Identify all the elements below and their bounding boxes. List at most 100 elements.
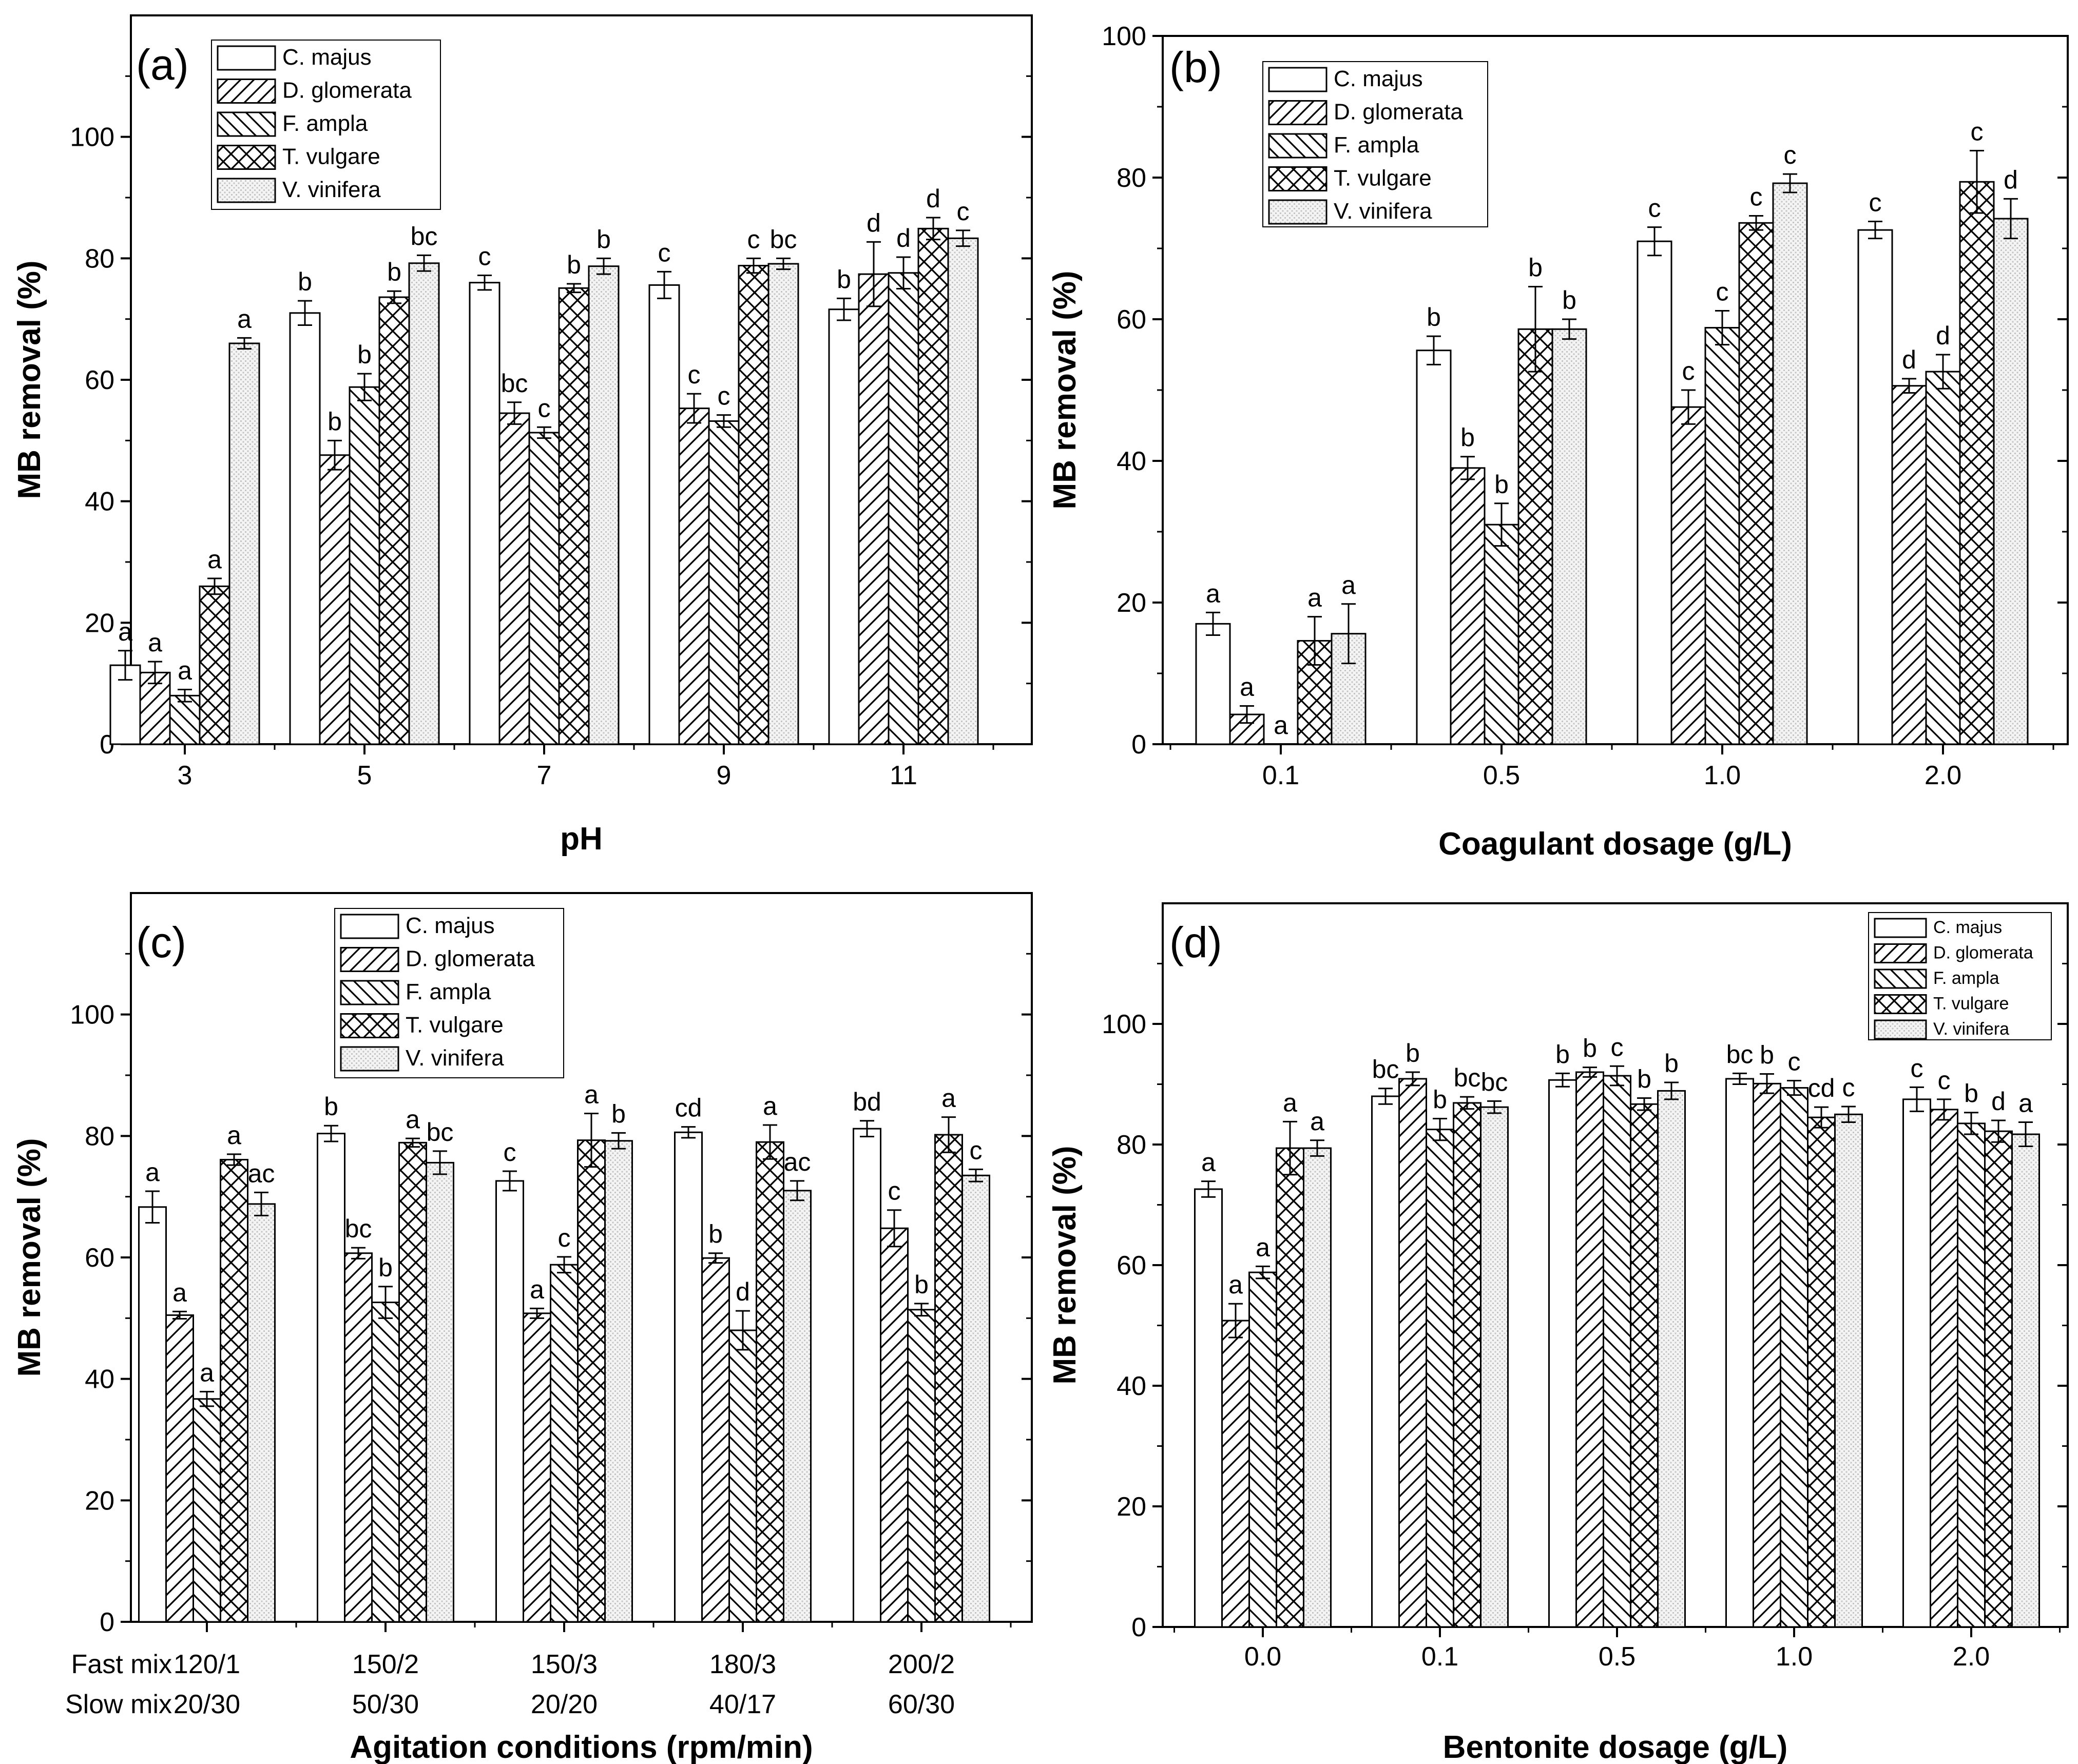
legend-swatch xyxy=(217,178,276,203)
significance-label: b xyxy=(708,1220,723,1249)
bar xyxy=(495,1180,524,1623)
bar xyxy=(1371,1095,1400,1628)
legend-swatch xyxy=(1268,133,1327,159)
y-tick-label: 40 xyxy=(85,487,114,517)
bar xyxy=(378,296,410,745)
significance-label: b xyxy=(324,1092,338,1121)
bar xyxy=(858,273,890,745)
bar xyxy=(604,1140,633,1623)
significance-label: a xyxy=(1240,672,1254,701)
significance-label: a xyxy=(530,1275,544,1304)
bar xyxy=(371,1302,400,1623)
significance-label: a xyxy=(941,1084,956,1113)
legend-entry: T. vulgare xyxy=(1334,165,1432,190)
bar xyxy=(138,1206,167,1623)
significance-label: a xyxy=(172,1278,187,1307)
bar xyxy=(880,1227,909,1623)
y-tick-label: 60 xyxy=(85,1243,114,1273)
bar xyxy=(558,287,590,745)
significance-label: b xyxy=(1433,1085,1447,1114)
significance-label: c xyxy=(957,197,970,226)
x-tick-label: 5 xyxy=(357,761,372,790)
x-tick-label-line2: 60/30 xyxy=(888,1690,955,1719)
y-axis-title: MB removal (%) xyxy=(12,1138,47,1377)
significance-label: a xyxy=(1228,1270,1243,1299)
x-tick-label: 7 xyxy=(537,761,552,790)
bar xyxy=(888,272,919,745)
bar xyxy=(1575,1071,1604,1628)
bar xyxy=(828,308,860,745)
y-tick-label: 0 xyxy=(1131,730,1146,760)
significance-label: b xyxy=(1637,1065,1651,1094)
legend-entry: C. majus xyxy=(1933,918,2002,937)
bar xyxy=(289,312,321,745)
significance-label: d xyxy=(1991,1087,2006,1116)
x-tick-label: 11 xyxy=(890,761,917,790)
bar xyxy=(1753,1082,1781,1628)
bar xyxy=(193,1398,221,1623)
bar xyxy=(1738,222,1774,745)
significance-label: d xyxy=(1936,321,1950,350)
y-tick-label: 40 xyxy=(1117,1371,1146,1401)
bar xyxy=(728,1329,757,1623)
significance-label: bc xyxy=(501,369,528,398)
significance-label: a xyxy=(237,304,252,333)
significance-label: a xyxy=(200,1359,214,1387)
y-tick-label: 80 xyxy=(1117,163,1146,193)
significance-label: a xyxy=(145,1158,160,1187)
significance-label: c xyxy=(1938,1066,1951,1095)
legend-entry: C. majus xyxy=(282,45,372,70)
x-tick-label-line1: 200/2 xyxy=(888,1650,955,1679)
legend-entry: F. ampla xyxy=(1933,968,1999,988)
y-tick-label: 20 xyxy=(1117,1492,1146,1522)
legend-entry: T. vulgare xyxy=(1933,994,2009,1014)
legend-entry: V. vinifera xyxy=(1334,199,1432,224)
bar xyxy=(1229,713,1265,745)
significance-label: b xyxy=(1406,1039,1420,1068)
bar xyxy=(1857,229,1893,745)
legend-swatch xyxy=(1268,67,1327,92)
y-axis-title: MB removal (%) xyxy=(1047,270,1083,509)
significance-label: cd xyxy=(675,1094,702,1122)
legend-swatch xyxy=(340,947,399,972)
y-axis-title: MB removal (%) xyxy=(1047,1146,1083,1384)
significance-label: b xyxy=(1760,1041,1774,1070)
bar xyxy=(1603,1075,1631,1628)
bar xyxy=(1891,385,1927,745)
bar xyxy=(708,420,740,745)
fast-mix-label: Fast mix xyxy=(71,1650,172,1679)
significance-label: c xyxy=(658,238,671,267)
bar xyxy=(738,265,769,745)
significance-label: d xyxy=(2004,165,2018,194)
x-tick-label-line1: 120/1 xyxy=(174,1650,240,1679)
bar xyxy=(1551,328,1587,745)
significance-label: b xyxy=(1562,286,1576,315)
bar xyxy=(577,1139,606,1623)
significance-label: a xyxy=(584,1080,599,1109)
legend-entry: C. majus xyxy=(1334,66,1423,91)
bar xyxy=(349,386,380,745)
bar xyxy=(678,408,710,745)
significance-label: a xyxy=(1341,571,1356,599)
bar xyxy=(498,412,530,745)
significance-label: b xyxy=(567,250,581,279)
legend-entry: T. vulgare xyxy=(406,1012,504,1037)
significance-label: d xyxy=(896,224,911,253)
bar xyxy=(1657,1090,1686,1628)
significance-label: bc xyxy=(411,222,438,250)
bar xyxy=(1772,182,1808,745)
significance-label: c xyxy=(1716,277,1729,306)
legend-entry: V. vinifera xyxy=(406,1045,504,1071)
panel-label: (c) xyxy=(136,918,186,966)
y-tick-label: 100 xyxy=(1102,22,1146,51)
y-tick-label: 60 xyxy=(1117,305,1146,335)
y-tick-label: 40 xyxy=(85,1365,114,1394)
bar xyxy=(319,454,351,745)
y-tick-label: 0 xyxy=(1131,1613,1146,1642)
bar xyxy=(674,1131,703,1623)
y-tick-label: 80 xyxy=(85,1121,114,1151)
significance-label: ac xyxy=(248,1159,275,1188)
bar xyxy=(2011,1133,2040,1628)
x-tick-label: 9 xyxy=(717,761,732,790)
bar xyxy=(344,1252,373,1623)
